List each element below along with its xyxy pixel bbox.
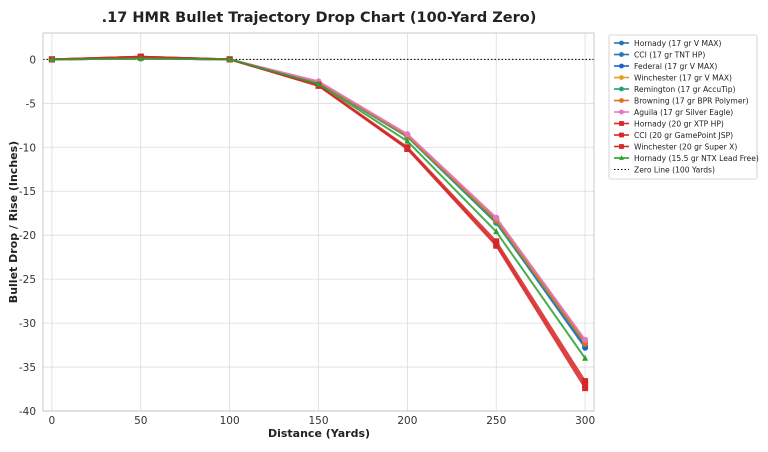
data-point-circle bbox=[582, 336, 589, 343]
data-point-circle bbox=[619, 75, 624, 80]
legend-label: Federal (17 gr V MAX) bbox=[634, 62, 717, 71]
legend-label: Remington (17 gr AccuTip) bbox=[634, 85, 736, 94]
data-point-square bbox=[582, 378, 589, 385]
legend-label: Winchester (17 gr V MAX) bbox=[634, 73, 732, 82]
x-tick-label: 100 bbox=[220, 415, 240, 427]
data-point-triangle bbox=[619, 155, 624, 160]
y-tick-label: 0 bbox=[29, 54, 36, 66]
y-tick-label: -35 bbox=[19, 362, 36, 374]
y-tick-label: -30 bbox=[19, 318, 36, 330]
legend-label: Winchester (20 gr Super X) bbox=[634, 142, 737, 151]
data-point-square bbox=[619, 144, 624, 149]
y-axis-label: Bullet Drop / Rise (Inches) bbox=[7, 141, 20, 303]
y-tick-label: -5 bbox=[26, 98, 36, 110]
data-point-triangle bbox=[493, 228, 500, 235]
data-point-square bbox=[619, 121, 624, 126]
data-point-circle bbox=[619, 63, 624, 69]
data-point-circle bbox=[619, 40, 624, 46]
x-axis-label: Distance (Yards) bbox=[268, 427, 370, 440]
legend-label: CCI (20 gr GamePoint JSP) bbox=[634, 131, 733, 140]
plot-frame bbox=[42, 32, 595, 412]
x-tick-label: 200 bbox=[397, 415, 417, 427]
data-point-square bbox=[619, 132, 624, 138]
data-point-square bbox=[404, 145, 411, 152]
legend-box bbox=[608, 34, 758, 180]
data-point-triangle bbox=[315, 80, 322, 87]
y-tick-label: -20 bbox=[19, 230, 36, 242]
chart-title: .17 HMR Bullet Trajectory Drop Chart (10… bbox=[102, 10, 537, 26]
y-tick-label: -25 bbox=[19, 274, 36, 286]
legend-label: Zero Line (100 Yards) bbox=[634, 165, 715, 174]
legend-label: CCI (17 gr TNT HP) bbox=[634, 50, 705, 59]
data-point-circle bbox=[493, 214, 500, 221]
y-tick-label: -10 bbox=[19, 142, 36, 154]
data-point-triangle bbox=[404, 137, 411, 144]
data-point-square bbox=[582, 381, 589, 388]
data-point-triangle bbox=[226, 55, 233, 62]
x-tick-label: 150 bbox=[308, 415, 328, 427]
y-tick-label: -15 bbox=[19, 186, 36, 198]
x-tick-label: 250 bbox=[486, 415, 506, 427]
legend-label: Hornady (20 gr XTP HP) bbox=[634, 119, 724, 128]
data-point-triangle bbox=[48, 55, 55, 62]
data-point-circle bbox=[619, 52, 624, 57]
x-tick-label: 50 bbox=[134, 415, 147, 427]
x-tick-label: 300 bbox=[575, 415, 595, 427]
legend-label: Hornady (17 gr V MAX) bbox=[634, 39, 721, 48]
data-point-circle bbox=[404, 131, 411, 138]
data-point-circle bbox=[619, 86, 624, 92]
data-point-square bbox=[582, 385, 589, 392]
y-tick-label: -40 bbox=[19, 406, 36, 418]
x-tick-label: 0 bbox=[49, 415, 56, 427]
data-point-circle bbox=[619, 109, 624, 115]
data-point-triangle bbox=[137, 54, 144, 61]
legend-label: Browning (17 gr BPR Polymer) bbox=[634, 96, 749, 105]
legend-label: Aguila (17 gr Silver Eagle) bbox=[634, 108, 733, 117]
data-point-triangle bbox=[582, 354, 589, 361]
data-point-circle bbox=[619, 98, 624, 103]
legend-label: Hornady (15.5 gr NTX Lead Free) bbox=[634, 154, 759, 163]
data-point-square bbox=[493, 240, 500, 247]
